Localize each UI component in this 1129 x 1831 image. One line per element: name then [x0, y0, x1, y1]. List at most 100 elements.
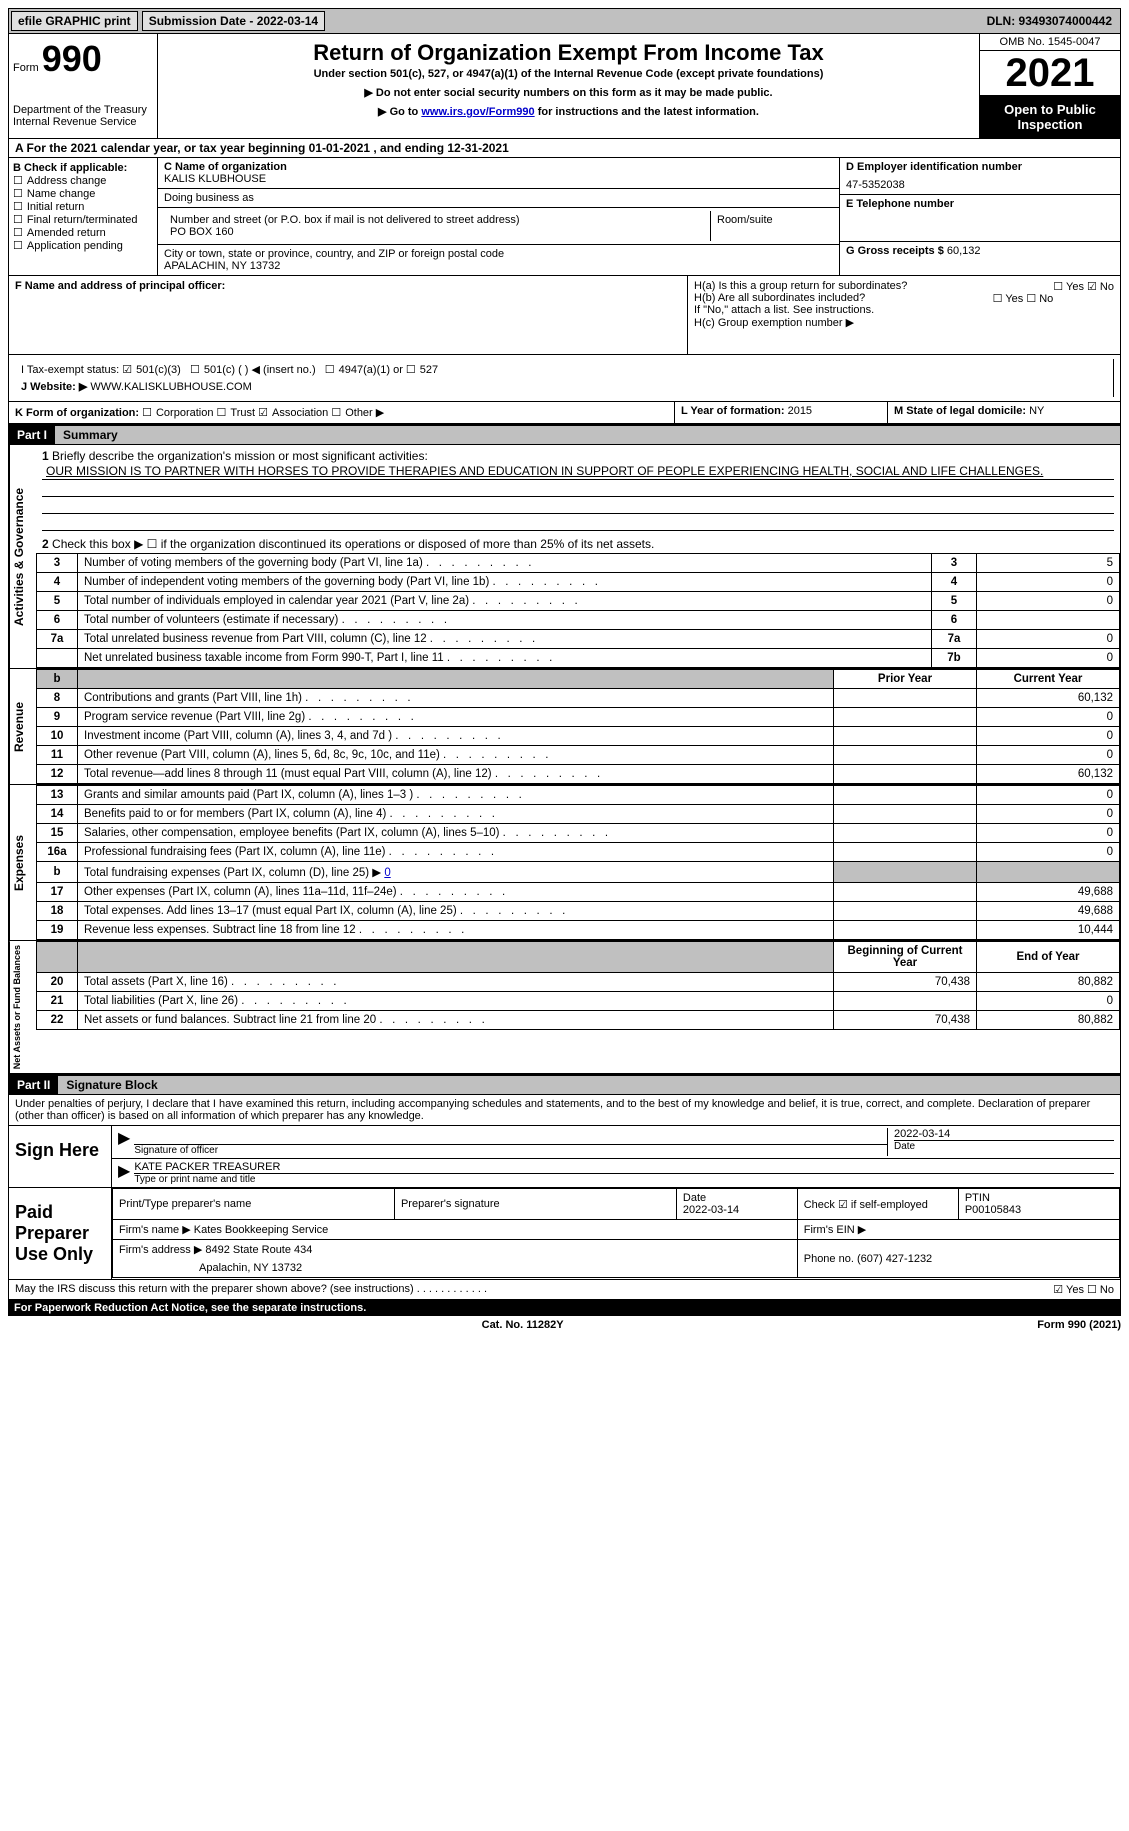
table-row: 7aTotal unrelated business revenue from … [37, 630, 1120, 649]
dln: DLN: 93493074000442 [987, 14, 1118, 28]
room-label: Room/suite [710, 211, 833, 241]
form-header-left: Form 990 Department of the Treasury Inte… [9, 34, 158, 138]
prep-date-lbl: Date [683, 1192, 791, 1204]
chk-final-return[interactable]: Final return/terminated [13, 213, 153, 226]
section-net: Net Assets or Fund Balances Beginning of… [8, 941, 1121, 1074]
mission-blank3 [42, 514, 1114, 531]
chk-501c3[interactable]: 501(c)(3) [122, 364, 181, 376]
row-16b-text: Total fundraising expenses (Part IX, col… [84, 867, 381, 879]
table-row: 5Total number of individuals employed in… [37, 592, 1120, 611]
row-16b-val[interactable]: 0 [384, 867, 390, 879]
net-header-row: Beginning of Current Year End of Year [37, 942, 1120, 973]
hc-label: H(c) Group exemption number ▶ [694, 316, 1114, 329]
sig-officer-lbl: Signature of officer [134, 1144, 887, 1156]
sig-line1: Signature of officer 2022-03-14 Date [112, 1126, 1120, 1159]
cat-no: Cat. No. 11282Y [482, 1319, 564, 1331]
sig-date-lbl: Date [894, 1140, 1114, 1152]
form-container: efile GRAPHIC print Submission Date - 20… [0, 0, 1129, 1342]
l-cell: L Year of formation: 2015 [674, 402, 887, 423]
chk-other[interactable]: Other ▶ [331, 407, 384, 419]
under-section: Under section 501(c), 527, or 4947(a)(1)… [162, 68, 975, 80]
topbar: efile GRAPHIC print Submission Date - 20… [8, 8, 1121, 34]
prep-sig-lbl: Preparer's signature [394, 1189, 676, 1220]
omb-number: OMB No. 1545-0047 [980, 34, 1120, 51]
chk-4947[interactable]: 4947(a)(1) or [325, 364, 403, 376]
gross-cell: G Gross receipts $ 60,132 [840, 242, 1120, 260]
fh-row: F Name and address of principal officer:… [8, 276, 1121, 355]
form990-link[interactable]: www.irs.gov/Form990 [421, 106, 534, 118]
dba-label: Doing business as [164, 192, 833, 204]
org-name: KALIS KLUBHOUSE [164, 173, 833, 185]
org-name-label: C Name of organization [164, 161, 833, 173]
current-year-hdr: Current Year [977, 670, 1120, 689]
city: APALACHIN, NY 13732 [164, 260, 833, 272]
gross-label: G Gross receipts $ [846, 245, 944, 257]
form-header: Form 990 Department of the Treasury Inte… [8, 34, 1121, 139]
part2-header: Part II Signature Block [8, 1074, 1121, 1095]
hb-label: H(b) Are all subordinates included? [694, 292, 865, 304]
discuss-dots: . . . . . . . . . . . . [417, 1283, 487, 1295]
irs: Internal Revenue Service [13, 116, 153, 128]
goto-post: for instructions and the latest informat… [535, 106, 759, 118]
prep-row3: Firm's address ▶ 8492 State Route 434 Ap… [113, 1240, 1120, 1278]
ha-yesno[interactable]: ☐ Yes ☑ No [1053, 280, 1114, 293]
chk-assoc[interactable]: Association [258, 407, 328, 419]
mission-text: OUR MISSION IS TO PARTNER WITH HORSES TO… [42, 463, 1114, 480]
table-row: 16aProfessional fundraising fees (Part I… [37, 843, 1120, 862]
net-hdr-blank2 [78, 942, 834, 973]
q1-block: 1 Briefly describe the organization's mi… [36, 445, 1120, 535]
phone: (607) 427-1232 [857, 1253, 932, 1265]
ptin: P00105843 [965, 1204, 1113, 1216]
table-row: 17Other expenses (Part IX, column (A), l… [37, 883, 1120, 902]
side-ag: Activities & Governance [9, 445, 36, 668]
page-footer: Cat. No. 11282Y Form 990 (2021) [8, 1316, 1121, 1334]
dba-cell: Doing business as [158, 189, 839, 208]
chk-address-change[interactable]: Address change [13, 174, 153, 187]
hb-note: If "No," attach a list. See instructions… [694, 304, 1114, 316]
chk-name-change[interactable]: Name change [13, 187, 153, 200]
chk-app-pending[interactable]: Application pending [13, 239, 153, 252]
chk-501c[interactable]: 501(c) ( ) ◀ (insert no.) [190, 364, 316, 376]
ha-label: H(a) Is this a group return for subordin… [694, 280, 907, 292]
section-rev: Revenue b Prior Year Current Year 8Contr… [8, 669, 1121, 785]
org-name-cell: C Name of organization KALIS KLUBHOUSE [158, 158, 839, 189]
prep-row1: Print/Type preparer's name Preparer's si… [113, 1189, 1120, 1220]
discuss-q: May the IRS discuss this return with the… [15, 1283, 414, 1295]
table-row: 4Number of independent voting members of… [37, 573, 1120, 592]
chk-corp[interactable]: Corporation [142, 407, 213, 419]
sign-here-row: Sign Here Signature of officer 2022-03-1… [9, 1125, 1120, 1187]
efile-button[interactable]: efile GRAPHIC print [11, 11, 138, 31]
hb-yesno[interactable]: ☐ Yes ☐ No [993, 292, 1054, 305]
f-label: F Name and address of principal officer: [15, 280, 225, 292]
f-cell: F Name and address of principal officer: [9, 276, 688, 354]
table-ag: 3Number of voting members of the governi… [36, 553, 1120, 668]
discuss-row: May the IRS discuss this return with the… [9, 1279, 1120, 1299]
side-exp: Expenses [9, 785, 36, 940]
row-16b: b Total fundraising expenses (Part IX, c… [37, 862, 1120, 883]
website: WWW.KALISKLUBHOUSE.COM [90, 381, 251, 393]
ein-label: D Employer identification number [846, 161, 1114, 173]
form-title: Return of Organization Exempt From Incom… [162, 40, 975, 66]
sign-here-label: Sign Here [9, 1126, 112, 1187]
q1-num: 1 [42, 449, 49, 463]
j-label: J Website: ▶ [21, 381, 87, 393]
col-b: B Check if applicable: Address change Na… [9, 158, 158, 275]
ij-row: I Tax-exempt status: 501(c)(3) 501(c) ( … [8, 355, 1121, 402]
m-cell: M State of legal domicile: NY [887, 402, 1120, 423]
ptin-cell: PTIN P00105843 [958, 1189, 1119, 1220]
hdr-blank [78, 670, 834, 689]
l-val: 2015 [788, 405, 812, 417]
addr: PO BOX 160 [170, 226, 704, 238]
printed-lbl: Type or print name and title [134, 1173, 1114, 1185]
chk-amended[interactable]: Amended return [13, 226, 153, 239]
period-row: A For the 2021 calendar year, or tax yea… [8, 139, 1121, 158]
tel-label: E Telephone number [846, 198, 1114, 210]
chk-trust[interactable]: Trust [217, 407, 256, 419]
check-if[interactable]: Check ☑ if self-employed [797, 1189, 958, 1220]
prep-date-cell: Date 2022-03-14 [676, 1189, 797, 1220]
chk-initial-return[interactable]: Initial return [13, 200, 153, 213]
row-16b-num: b [37, 862, 78, 883]
chk-527[interactable]: 527 [406, 364, 438, 376]
discuss-yn[interactable]: ☑ Yes ☐ No [1053, 1283, 1114, 1296]
table-row: 18Total expenses. Add lines 13–17 (must … [37, 902, 1120, 921]
